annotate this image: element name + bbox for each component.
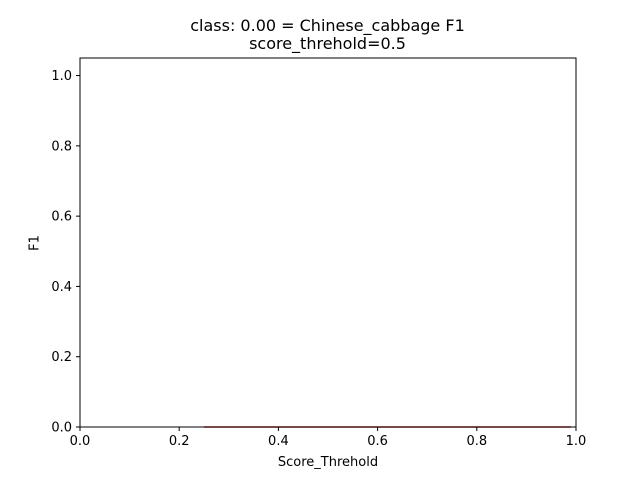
chart-subtitle: score_threhold=0.5 bbox=[249, 34, 406, 53]
y-tick-label: 0.6 bbox=[51, 210, 72, 225]
axis-ticks: 0.0 0.2 0.4 0.6 0.8 1.0 0.0 0.2 0.4 0.6 0.8 1.0 bbox=[51, 69, 586, 449]
y-tick-label: 0.2 bbox=[51, 350, 72, 365]
x-tick-label: 0.8 bbox=[466, 434, 487, 449]
x-tick-label: 1.0 bbox=[566, 434, 587, 449]
plot-area bbox=[79, 57, 577, 428]
y-tick-label: 0.0 bbox=[51, 421, 72, 436]
y-axis-label: F1 bbox=[27, 235, 43, 251]
x-tick-label: 0.6 bbox=[367, 434, 388, 449]
y-tick-label: 0.8 bbox=[51, 139, 72, 154]
x-tick-label: 0.0 bbox=[70, 434, 91, 449]
x-axis-label: Score_Threhold bbox=[277, 455, 379, 470]
x-tick-label: 0.4 bbox=[268, 434, 289, 449]
x-tick-label: 0.2 bbox=[169, 434, 190, 449]
chart-title: class: 0.00 = Chinese_cabbage F1 bbox=[190, 16, 465, 35]
y-tick-label: 0.4 bbox=[51, 280, 72, 295]
y-tick-label: 1.0 bbox=[51, 69, 72, 84]
axes-frame bbox=[79, 57, 577, 428]
